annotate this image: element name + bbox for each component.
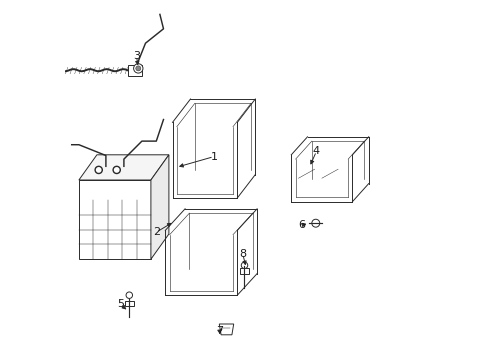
Text: 7: 7 <box>215 326 223 336</box>
Circle shape <box>95 166 102 174</box>
Bar <box>240 268 248 274</box>
Text: 6: 6 <box>298 220 305 230</box>
Circle shape <box>136 66 141 71</box>
Circle shape <box>133 64 142 73</box>
Bar <box>125 301 133 306</box>
Circle shape <box>311 219 319 227</box>
Text: 8: 8 <box>239 249 246 259</box>
Text: 2: 2 <box>152 227 160 237</box>
Polygon shape <box>219 324 233 335</box>
Polygon shape <box>151 155 168 259</box>
Bar <box>127 65 142 76</box>
Text: 1: 1 <box>210 152 217 162</box>
Text: 3: 3 <box>133 51 140 61</box>
Text: 5: 5 <box>117 299 123 309</box>
Polygon shape <box>79 155 168 180</box>
Polygon shape <box>79 180 151 259</box>
Circle shape <box>114 168 119 172</box>
Circle shape <box>241 262 247 269</box>
Circle shape <box>113 166 120 174</box>
Circle shape <box>96 168 101 172</box>
Circle shape <box>126 292 132 298</box>
Text: 4: 4 <box>312 146 320 156</box>
